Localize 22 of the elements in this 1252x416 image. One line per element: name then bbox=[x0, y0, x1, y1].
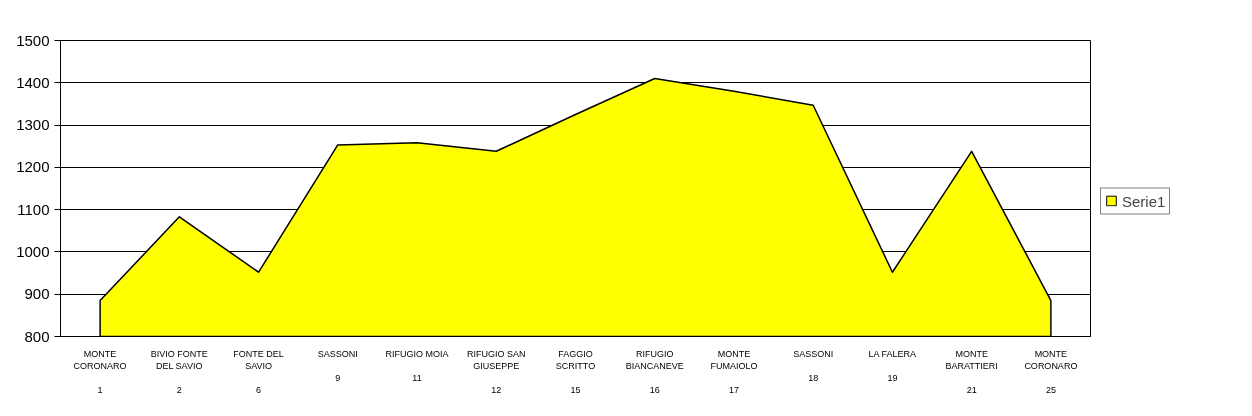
category-label: SASSONI 18 bbox=[793, 348, 834, 383]
y-tick-label: 1200 bbox=[16, 158, 50, 176]
category-label: MONTE CORONARO 1 bbox=[73, 348, 127, 395]
y-tick-label: 1000 bbox=[16, 242, 50, 260]
category-label: LA FALERA 19 bbox=[868, 348, 916, 383]
category-label: BIVIO FONTE DEL SAVIO 2 bbox=[150, 348, 208, 395]
category-label: MONTE BARATTIERI 21 bbox=[945, 348, 998, 395]
legend-label: Serie1 bbox=[1122, 192, 1166, 209]
y-tick-label: 1300 bbox=[16, 116, 50, 134]
category-label: FAGGIO SCRITTO 15 bbox=[555, 348, 596, 395]
y-tick-label: 1500 bbox=[16, 31, 50, 49]
category-label: SASSONI 9 bbox=[317, 348, 358, 383]
category-label: MONTE FUMAIOLO 17 bbox=[710, 348, 758, 395]
category-label: RIFUGIO SAN GIUSEPPE 12 bbox=[467, 348, 526, 395]
category-label: RIFUGIO BIANCANEVE 16 bbox=[625, 348, 684, 395]
category-label: RIFUGIO MOIA 11 bbox=[385, 348, 449, 383]
y-tick-label: 900 bbox=[24, 285, 50, 303]
y-tick-label: 1100 bbox=[17, 200, 50, 218]
category-label: MONTE CORONARO 25 bbox=[1024, 348, 1078, 395]
category-label: FONTE DEL SAVIO 6 bbox=[233, 348, 284, 395]
y-tick-label: 1400 bbox=[16, 73, 50, 91]
y-tick-label: 800 bbox=[24, 327, 50, 345]
